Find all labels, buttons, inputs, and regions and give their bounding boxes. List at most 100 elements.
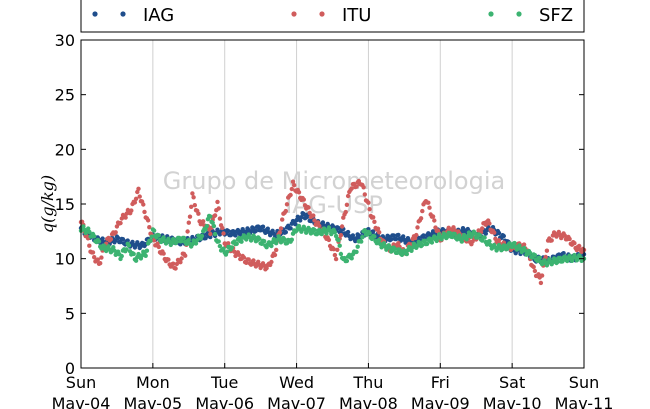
data-point <box>115 235 121 241</box>
data-point <box>95 257 101 262</box>
y-tick-label: 25 <box>55 86 75 105</box>
data-point <box>137 194 142 199</box>
data-point <box>549 238 554 243</box>
data-point <box>86 226 91 231</box>
data-point <box>226 241 231 246</box>
data-point <box>367 207 372 212</box>
data-point <box>244 260 249 265</box>
data-point <box>114 224 120 229</box>
legend-label: IAG <box>143 5 174 26</box>
data-point <box>399 252 405 257</box>
data-point <box>371 229 376 234</box>
data-point <box>193 241 199 246</box>
data-point <box>338 233 344 238</box>
data-point <box>312 218 317 223</box>
data-point <box>220 225 225 231</box>
y-tick-label: 20 <box>55 140 75 159</box>
data-point <box>269 259 274 265</box>
data-point <box>112 248 117 253</box>
data-point <box>452 231 457 237</box>
legend-marker <box>92 11 98 17</box>
data-point <box>233 233 238 238</box>
data-point <box>415 225 420 230</box>
data-point <box>557 255 563 261</box>
data-point <box>395 250 400 255</box>
data-point <box>203 227 208 232</box>
data-point <box>161 235 166 240</box>
data-point <box>230 229 236 234</box>
data-point <box>496 238 502 243</box>
x-tick-label-date: Mav-09 <box>411 394 470 409</box>
data-point <box>201 219 206 224</box>
data-point <box>138 244 144 249</box>
data-point <box>422 238 427 243</box>
data-point <box>90 250 96 255</box>
data-point <box>183 253 188 258</box>
data-point <box>132 200 138 205</box>
data-point <box>372 234 377 239</box>
data-point <box>269 243 274 249</box>
data-point <box>307 227 312 232</box>
data-point <box>145 218 151 223</box>
data-point <box>189 204 194 209</box>
data-point <box>131 251 136 257</box>
data-point <box>208 234 213 240</box>
data-point <box>336 238 341 243</box>
legend: IAG ITU SFZ <box>80 0 585 33</box>
data-point <box>312 227 317 233</box>
data-point <box>427 205 432 210</box>
data-point <box>505 246 510 251</box>
data-point <box>288 226 293 231</box>
data-point <box>124 247 129 252</box>
data-point <box>236 252 242 257</box>
data-point <box>187 214 193 219</box>
data-point <box>349 186 354 191</box>
x-tick-label-date: Mav-07 <box>267 394 326 409</box>
x-tick-label-date: Mav-11 <box>555 394 614 409</box>
data-point <box>359 239 364 244</box>
data-point <box>343 209 348 215</box>
data-point <box>229 245 235 250</box>
data-point <box>339 224 345 229</box>
data-point <box>224 249 230 254</box>
data-point <box>372 219 377 224</box>
data-point <box>161 251 166 256</box>
data-point <box>315 220 321 225</box>
data-point <box>457 233 462 238</box>
data-point <box>217 216 223 221</box>
data-point <box>203 236 208 241</box>
data-point <box>196 211 201 216</box>
legend-item-iag: IAG <box>92 5 174 26</box>
data-point <box>445 234 450 239</box>
data-point <box>87 229 92 235</box>
data-point <box>301 197 306 202</box>
data-point <box>92 234 97 239</box>
data-point <box>483 231 488 236</box>
data-point <box>366 200 371 205</box>
data-point <box>212 213 218 218</box>
data-point <box>544 248 550 253</box>
data-point <box>306 205 311 210</box>
data-point <box>166 257 171 262</box>
legend-marker <box>488 11 494 17</box>
y-tick-label: 0 <box>65 359 75 378</box>
data-point <box>181 235 187 241</box>
data-point <box>171 261 176 266</box>
data-point <box>401 234 406 239</box>
data-point <box>241 255 247 260</box>
data-point <box>393 236 399 242</box>
data-point <box>221 246 226 251</box>
data-point <box>487 221 492 226</box>
data-point <box>577 243 582 249</box>
data-point <box>572 241 577 246</box>
data-point <box>527 250 533 256</box>
data-point <box>177 235 182 241</box>
data-point <box>350 233 356 238</box>
data-point <box>149 234 154 239</box>
data-point <box>101 243 107 248</box>
data-point <box>354 184 359 189</box>
x-tick-label-day: Sat <box>499 373 525 392</box>
legend-marker <box>291 11 297 17</box>
data-point <box>434 238 439 244</box>
